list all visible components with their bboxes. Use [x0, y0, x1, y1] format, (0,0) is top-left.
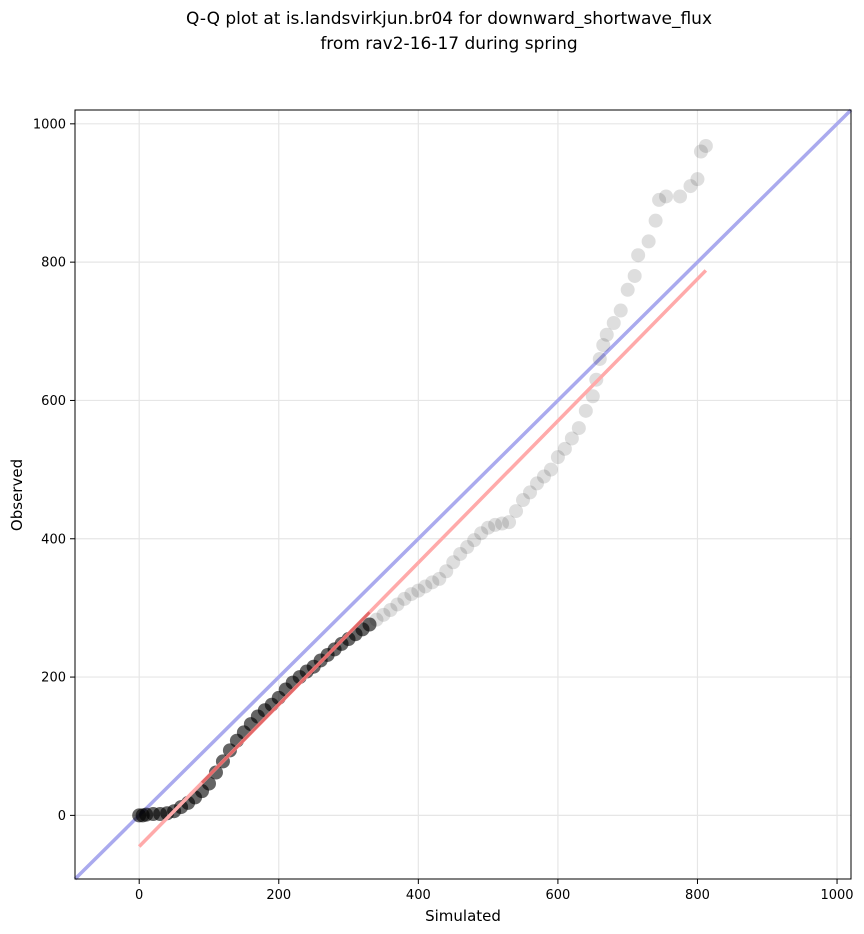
qq-point	[495, 516, 510, 531]
qq-point	[453, 546, 468, 561]
qq-point	[522, 485, 537, 500]
qq-point	[550, 450, 565, 465]
qq-point	[673, 189, 688, 204]
x-tick-label-1000: 1000	[820, 888, 853, 903]
qq-point	[627, 268, 642, 283]
qq-point	[446, 555, 461, 570]
y-tick-label-800: 800	[41, 256, 66, 271]
qq-point	[557, 441, 572, 456]
chart-title-line-2: from rav2-16-17 during spring	[320, 34, 577, 54]
x-tick-label-0: 0	[135, 888, 143, 903]
qq-point	[383, 602, 398, 617]
identity-line-group	[73, 108, 853, 881]
qq-point	[516, 493, 531, 508]
qq-point-dense	[208, 765, 223, 780]
qq-point	[502, 515, 517, 530]
qq-point	[652, 192, 667, 207]
qq-point	[397, 591, 412, 606]
grid-lines	[75, 110, 851, 879]
y-tick-label-600: 600	[41, 394, 66, 409]
x-tick-label-200: 200	[266, 888, 291, 903]
qq-point	[439, 564, 454, 579]
qq-point	[690, 172, 705, 187]
qq-point	[648, 213, 663, 228]
qq-point	[488, 517, 503, 532]
qq-point	[481, 520, 496, 535]
qq-point	[467, 533, 482, 548]
qq-point-dense	[362, 617, 377, 632]
chart-title-line-1: Q-Q plot at is.landsvirkjun.br04 for dow…	[186, 9, 712, 29]
qq-point	[659, 189, 674, 204]
fit-line-group	[137, 269, 708, 848]
data-points	[132, 138, 713, 823]
qq-point	[585, 389, 600, 404]
y-tick-label-400: 400	[41, 532, 66, 547]
qq-point	[693, 144, 708, 159]
fit-line-overlap	[200, 611, 371, 784]
qq-point	[376, 607, 391, 622]
qq-point	[578, 403, 593, 418]
qq-point	[543, 462, 558, 477]
y-tick-label-0: 0	[58, 809, 66, 824]
x-axis-label: Simulated	[425, 907, 501, 925]
plot-frame	[74, 109, 852, 880]
x-tick-label-800: 800	[685, 888, 710, 903]
qq-point	[620, 282, 635, 297]
qq-point	[432, 571, 447, 586]
qq-point	[474, 526, 489, 541]
qq-point	[596, 338, 611, 353]
qq-point	[641, 234, 656, 249]
qq-point	[460, 540, 475, 555]
qq-point	[606, 315, 621, 330]
qq-point	[509, 504, 524, 519]
qq-point	[425, 575, 440, 590]
qq-point	[536, 469, 551, 484]
qq-point	[683, 179, 698, 194]
qq-point	[631, 248, 646, 263]
x-tick-label-400: 400	[406, 888, 431, 903]
qq-point	[404, 587, 419, 602]
qq-point	[564, 431, 579, 446]
y-tick-label-200: 200	[41, 671, 66, 686]
qq-point	[390, 597, 405, 612]
qq-point	[418, 579, 433, 594]
qq-point-dense	[222, 743, 237, 758]
y-tick-label-1000: 1000	[33, 117, 66, 132]
qq-point	[529, 476, 544, 491]
x-axis-ticks: 0 200 400 600 800 1000	[135, 879, 854, 903]
identity-line	[73, 108, 853, 881]
qq-point	[613, 303, 628, 318]
x-tick-label-600: 600	[545, 888, 570, 903]
y-axis-ticks: 0 200 400 600 800 1000	[33, 117, 75, 824]
qq-point	[698, 138, 713, 153]
qq-point	[571, 421, 586, 436]
qq-point	[411, 583, 426, 598]
qq-point	[592, 351, 607, 366]
qq-point	[599, 327, 614, 342]
y-axis-label: Observed	[8, 459, 26, 531]
